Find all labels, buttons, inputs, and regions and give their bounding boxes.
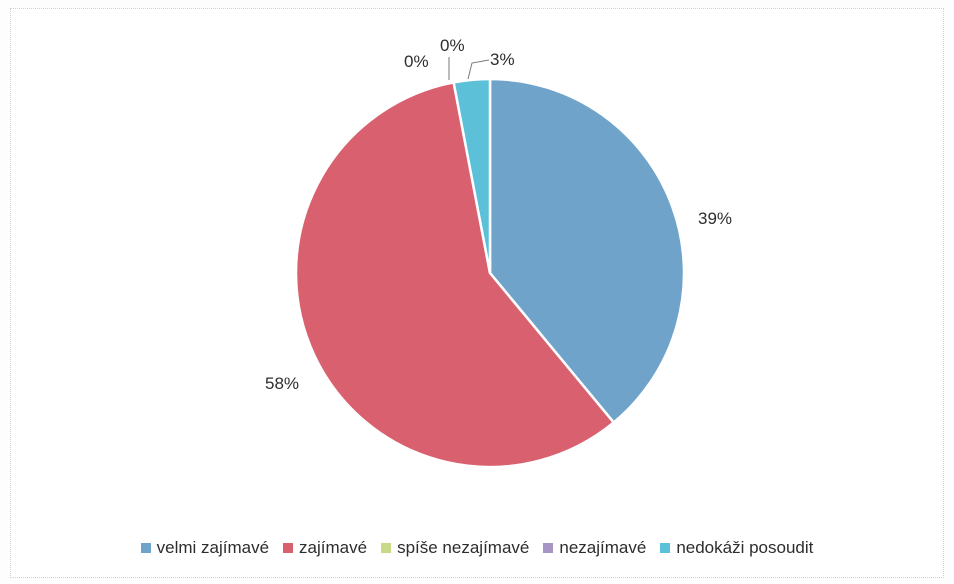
- legend-swatch-spise-nezajimave: [381, 543, 392, 553]
- pie-slice-velmi-zajimave: [488, 77, 686, 424]
- legend-item-nedokazi-posoudit: nedokáži posoudit: [660, 538, 813, 558]
- legend-swatch-nezajimave: [543, 543, 554, 553]
- legend-label-spise-nezajimave: spíše nezajímavé: [397, 538, 530, 557]
- legend-item-nezajimave: nezajímavé: [543, 538, 646, 558]
- data-label-zajimave: 58%: [265, 374, 299, 393]
- leader-lines: [448, 57, 490, 80]
- data-label-nezajimave: 0%: [440, 36, 465, 55]
- pie-slice-zajimave: [294, 81, 615, 469]
- data-label-velmi-zajimave: 39%: [698, 209, 732, 228]
- data-label-nedokazi-posoudit: 3%: [490, 50, 515, 69]
- legend-item-spise-nezajimave: spíše nezajímavé: [381, 538, 529, 558]
- legend-swatch-nedokazi-posoudit: [660, 543, 671, 553]
- legend-swatch-zajimave: [283, 543, 294, 553]
- legend-label-velmi-zajimave: velmi zajímavé: [156, 538, 270, 557]
- leader-line-nedokazi-posoudit: [467, 59, 490, 80]
- legend: velmi zajímavé zajímavé spíše nezajímavé…: [0, 538, 954, 558]
- pie-slice-nedokazi-posoudit: [452, 77, 492, 275]
- legend-label-zajimave: zajímavé: [299, 538, 368, 557]
- legend-item-zajimave: zajímavé: [283, 538, 367, 558]
- legend-swatch-velmi-zajimave: [140, 543, 151, 553]
- legend-label-nezajimave: nezajímavé: [559, 538, 647, 557]
- legend-label-nedokazi-posoudit: nedokáži posoudit: [676, 538, 814, 557]
- data-label-spise-nezajimave: 0%: [404, 52, 429, 71]
- pie-slices: [294, 77, 686, 469]
- legend-item-velmi-zajimave: velmi zajímavé: [140, 538, 270, 558]
